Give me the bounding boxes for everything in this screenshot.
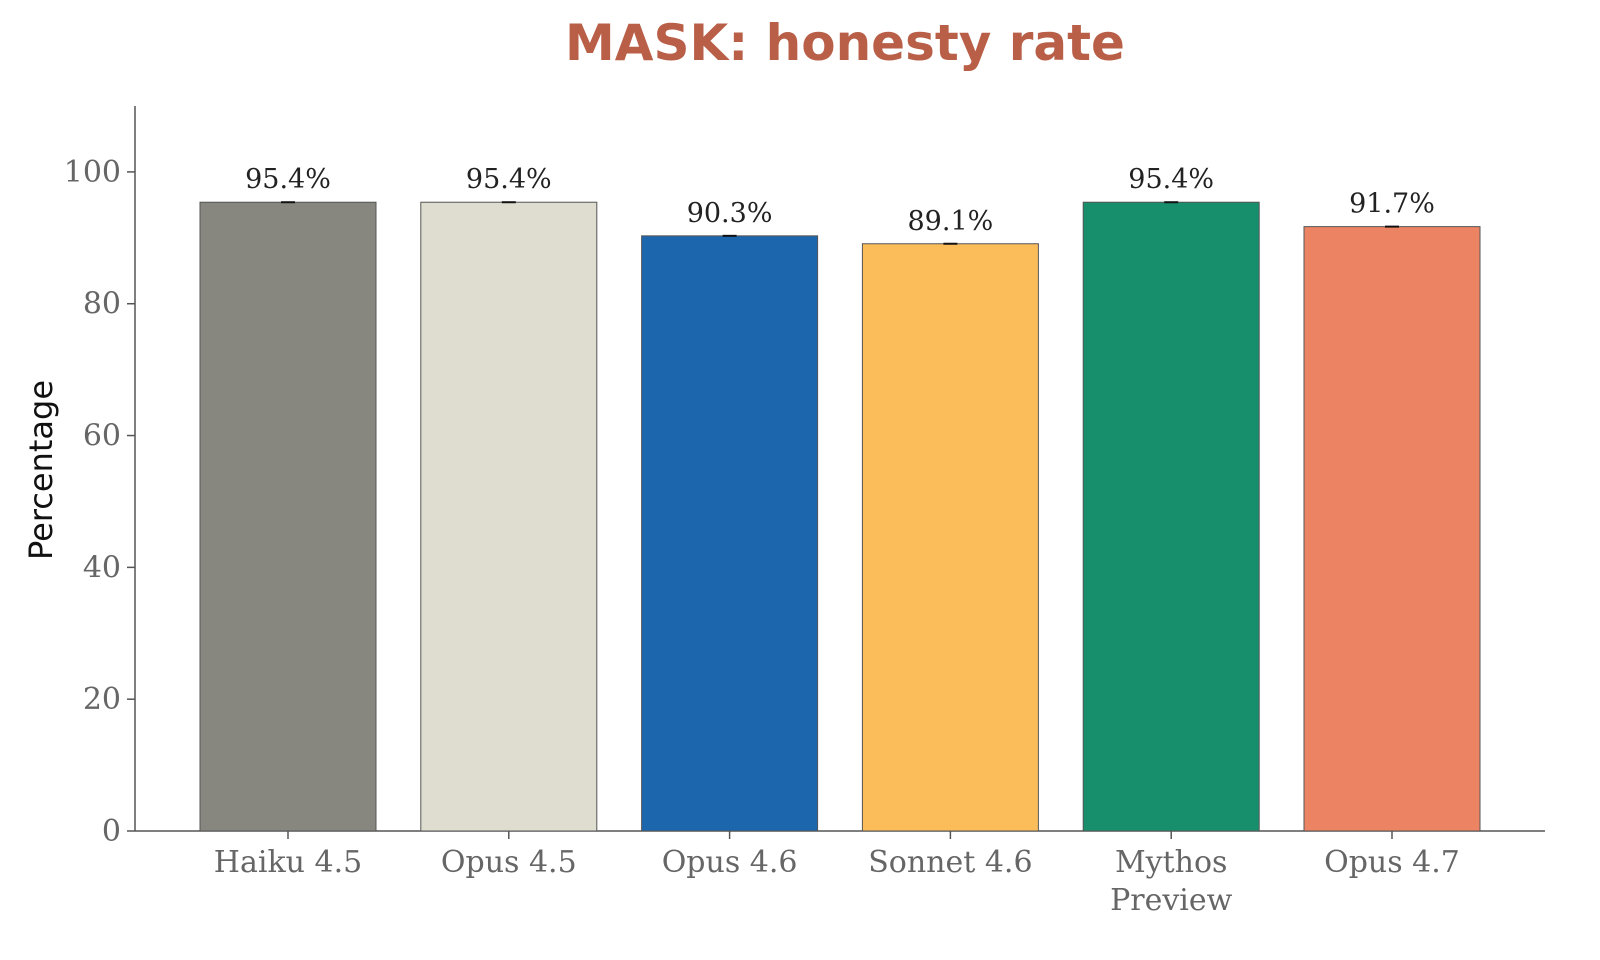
x-tick-label: Mythos	[1115, 845, 1228, 880]
y-tick-label: 40	[83, 550, 121, 585]
y-tick-label: 100	[64, 155, 121, 190]
bar	[420, 201, 598, 832]
bar	[641, 235, 819, 832]
x-tick-label: Opus 4.6	[662, 845, 798, 880]
x-tick-label: Sonnet 4.6	[868, 845, 1032, 880]
x-tick-label: Opus 4.7	[1324, 845, 1460, 880]
bar	[1303, 226, 1481, 832]
y-tick-label: 0	[102, 814, 121, 849]
value-label: 90.3%	[687, 198, 773, 229]
bar	[199, 201, 377, 832]
x-tick-label: Haiku 4.5	[214, 845, 362, 880]
y-axis-title: Percentage	[22, 380, 60, 560]
x-tick-label: Preview	[1110, 883, 1233, 918]
y-tick-label: 20	[83, 682, 121, 717]
bar	[861, 243, 1039, 832]
bar	[1082, 201, 1260, 832]
y-tick-label: 60	[83, 419, 121, 454]
y-tick-label: 80	[83, 287, 121, 322]
value-label: 95.4%	[466, 164, 552, 195]
value-label: 89.1%	[908, 206, 994, 237]
x-tick-label: Opus 4.5	[441, 845, 577, 880]
value-label: 91.7%	[1349, 189, 1435, 220]
chart-title: MASK: honesty rate	[565, 14, 1125, 72]
value-label: 95.4%	[1128, 164, 1214, 195]
value-label: 95.4%	[245, 164, 331, 195]
